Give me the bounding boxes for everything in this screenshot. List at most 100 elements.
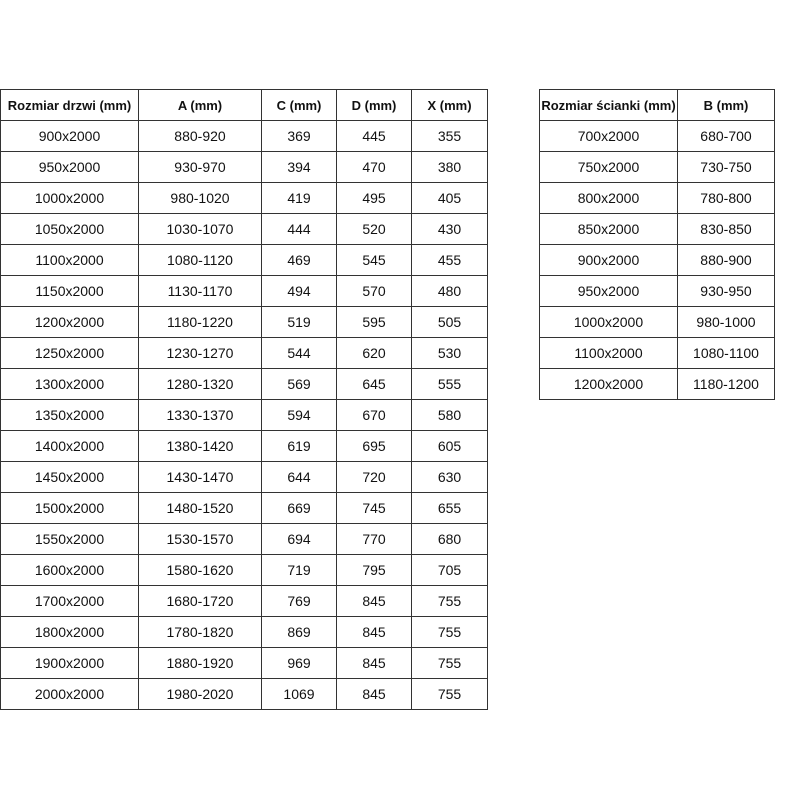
column-header: C (mm) — [261, 89, 337, 121]
table-cell: 900x2000 — [0, 120, 139, 152]
table-cell: 520 — [336, 213, 412, 245]
table-cell: 544 — [261, 337, 337, 369]
table-cell: 430 — [411, 213, 488, 245]
table-cell: 1880-1920 — [138, 647, 262, 679]
table-cell: 1330-1370 — [138, 399, 262, 431]
table-row: 1450x2000 1430-1470 644 720 630 — [0, 461, 488, 493]
table-cell: 1180-1200 — [677, 368, 775, 400]
table-cell: 1069 — [261, 678, 337, 710]
table-cell: 530 — [411, 337, 488, 369]
table-row: 1600x2000 1580-1620 719 795 705 — [0, 554, 488, 586]
table-cell: 1300x2000 — [0, 368, 139, 400]
table-row: 1050x2000 1030-1070 444 520 430 — [0, 213, 488, 245]
table-cell: 900x2000 — [539, 244, 678, 276]
table-cell: 505 — [411, 306, 488, 338]
table-row: 1700x2000 1680-1720 769 845 755 — [0, 585, 488, 617]
table-cell: 1230-1270 — [138, 337, 262, 369]
table-row: 850x2000 830-850 — [539, 213, 775, 245]
table-cell: 1980-2020 — [138, 678, 262, 710]
table-row: 900x2000 880-920 369 445 355 — [0, 120, 488, 152]
table-cell: 795 — [336, 554, 412, 586]
table-cell: 1530-1570 — [138, 523, 262, 555]
wall-size-table: Rozmiar ścianki (mm) B (mm) 700x2000 680-7… — [539, 89, 775, 400]
table-row: 1000x2000 980-1000 — [539, 306, 775, 338]
table-cell: 769 — [261, 585, 337, 617]
table-cell: 880-920 — [138, 120, 262, 152]
table-cell: 470 — [336, 151, 412, 183]
column-header: D (mm) — [336, 89, 412, 121]
column-header: Rozmiar drzwi (mm) — [0, 89, 139, 121]
table-cell: 694 — [261, 523, 337, 555]
table-cell: 755 — [411, 585, 488, 617]
table-cell: 570 — [336, 275, 412, 307]
table-cell: 1250x2000 — [0, 337, 139, 369]
table-cell: 830-850 — [677, 213, 775, 245]
door-size-table: Rozmiar drzwi (mm) A (mm) C (mm) D (mm) X (m… — [0, 89, 488, 710]
table-cell: 455 — [411, 244, 488, 276]
table-row: 950x2000 930-970 394 470 380 — [0, 151, 488, 183]
table-row: 1000x2000 980-1020 419 495 405 — [0, 182, 488, 214]
table-cell: 1200x2000 — [0, 306, 139, 338]
table-cell: 1030-1070 — [138, 213, 262, 245]
table-cell: 1780-1820 — [138, 616, 262, 648]
table-cell: 580 — [411, 399, 488, 431]
table-cell: 770 — [336, 523, 412, 555]
table-cell: 380 — [411, 151, 488, 183]
table-row: 1400x2000 1380-1420 619 695 605 — [0, 430, 488, 462]
table-row: 1900x2000 1880-1920 969 845 755 — [0, 647, 488, 679]
table-cell: 950x2000 — [0, 151, 139, 183]
table-cell: 780-800 — [677, 182, 775, 214]
table-cell: 1180-1220 — [138, 306, 262, 338]
table-cell: 1800x2000 — [0, 616, 139, 648]
table-cell: 980-1020 — [138, 182, 262, 214]
table-cell: 1580-1620 — [138, 554, 262, 586]
table-cell: 545 — [336, 244, 412, 276]
table-cell: 1480-1520 — [138, 492, 262, 524]
table-row: 950x2000 930-950 — [539, 275, 775, 307]
table-cell: 495 — [336, 182, 412, 214]
table-row: 1350x2000 1330-1370 594 670 580 — [0, 399, 488, 431]
table-cell: 755 — [411, 647, 488, 679]
table-row: 900x2000 880-900 — [539, 244, 775, 276]
table-header-row: Rozmiar drzwi (mm) A (mm) C (mm) D (mm) X (m… — [0, 89, 488, 121]
table-cell: 880-900 — [677, 244, 775, 276]
table-cell: 845 — [336, 616, 412, 648]
table-row: 750x2000 730-750 — [539, 151, 775, 183]
table-row: 1200x2000 1180-1220 519 595 505 — [0, 306, 488, 338]
table-cell: 445 — [336, 120, 412, 152]
table-cell: 1000x2000 — [539, 306, 678, 338]
table-cell: 630 — [411, 461, 488, 493]
table-cell: 1500x2000 — [0, 492, 139, 524]
table-cell: 700x2000 — [539, 120, 678, 152]
table-cell: 1900x2000 — [0, 647, 139, 679]
table-cell: 494 — [261, 275, 337, 307]
table-cell: 1680-1720 — [138, 585, 262, 617]
table-cell: 519 — [261, 306, 337, 338]
table-row: 2000x2000 1980-2020 1069 845 755 — [0, 678, 488, 710]
table-cell: 594 — [261, 399, 337, 431]
table-cell: 555 — [411, 368, 488, 400]
table-cell: 1080-1120 — [138, 244, 262, 276]
table-cell: 2000x2000 — [0, 678, 139, 710]
table-cell: 755 — [411, 678, 488, 710]
column-header: B (mm) — [677, 89, 775, 121]
table-row: 800x2000 780-800 — [539, 182, 775, 214]
table-cell: 719 — [261, 554, 337, 586]
table-cell: 845 — [336, 585, 412, 617]
table-cell: 845 — [336, 678, 412, 710]
table-cell: 595 — [336, 306, 412, 338]
table-cell: 1130-1170 — [138, 275, 262, 307]
table-cell: 950x2000 — [539, 275, 678, 307]
table-cell: 569 — [261, 368, 337, 400]
column-header: Rozmiar ścianki (mm) — [539, 89, 678, 121]
table-cell: 1600x2000 — [0, 554, 139, 586]
table-row: 1100x2000 1080-1100 — [539, 337, 775, 369]
column-header: X (mm) — [411, 89, 488, 121]
table-cell: 394 — [261, 151, 337, 183]
table-cell: 1430-1470 — [138, 461, 262, 493]
table-cell: 969 — [261, 647, 337, 679]
table-cell: 800x2000 — [539, 182, 678, 214]
table-row: 1250x2000 1230-1270 544 620 530 — [0, 337, 488, 369]
table-cell: 930-970 — [138, 151, 262, 183]
table-row: 1100x2000 1080-1120 469 545 455 — [0, 244, 488, 276]
